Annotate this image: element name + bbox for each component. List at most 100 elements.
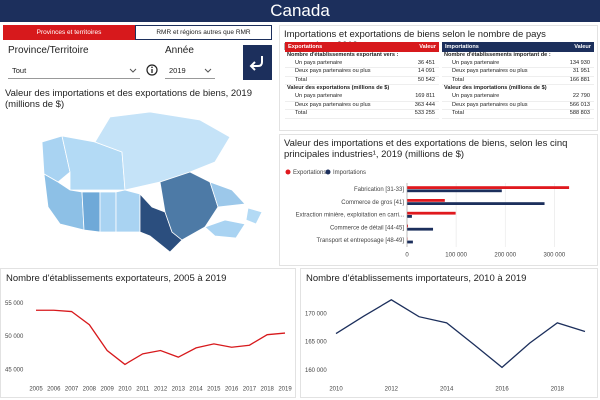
x-tick-label: 2009 xyxy=(100,387,114,393)
x-tick-label: 2016 xyxy=(495,387,509,393)
line xyxy=(36,309,286,366)
row-label: Un pays partenaire xyxy=(295,59,343,66)
x-tick-label: 2019 xyxy=(278,387,292,393)
bar xyxy=(407,211,456,215)
dropdown-value: 2019 xyxy=(169,66,186,75)
table-row: Deux pays partenaires ou plus 566 013 xyxy=(442,102,594,111)
dropdown[interactable]: 2019 xyxy=(165,64,215,79)
y-tick-label: Extraction minière, exploitation en carr… xyxy=(296,213,405,219)
x-tick-label: 2018 xyxy=(551,387,565,393)
row-label: Total xyxy=(452,110,464,117)
filter-label: Province/Territoire xyxy=(8,45,89,56)
section-heading: Nombre d'établissements exportant vers : xyxy=(287,52,399,58)
x-tick-label: 300 000 xyxy=(544,253,566,259)
row-value: 166 881 xyxy=(569,76,590,83)
table-header: Exportations Valeur xyxy=(285,42,439,52)
table-row: Total 50 542 xyxy=(285,77,439,86)
x-tick-label: 2018 xyxy=(261,387,275,393)
bar-chart: Exportations Importations 0 100 000 200 000 3… xyxy=(285,169,570,259)
map-region xyxy=(81,191,101,233)
x-tick-label: 2014 xyxy=(440,387,454,393)
table-row: Un pays partenaire 134 930 xyxy=(442,60,594,69)
map-region xyxy=(94,112,231,191)
y-tick-label: 160 000 xyxy=(305,368,327,374)
chevron xyxy=(129,68,137,73)
bar xyxy=(407,215,412,218)
x-tick-label: 2007 xyxy=(65,387,79,393)
map-region xyxy=(204,219,246,239)
table-row: Deux pays partenaires ou plus 14 091 xyxy=(285,68,439,77)
row-label: Total xyxy=(295,76,307,83)
row-label: Deux pays partenaires ou plus xyxy=(452,101,528,108)
section-heading: Valeur des importations (millions de $) xyxy=(444,85,547,92)
x-tick-label: 2012 xyxy=(154,387,168,393)
row-value: 566 013 xyxy=(569,101,590,108)
table-row: Total 166 881 xyxy=(442,77,594,86)
chart-title: Nombre d'établissements importateurs, 20… xyxy=(306,273,527,284)
line-chart: 45 000 50 000 55 000 2005 2006 2007 2008 2009 20… xyxy=(5,301,292,393)
map-region xyxy=(209,181,246,208)
y-tick-label: 55 000 xyxy=(5,301,24,307)
section-heading: Nombre d'établissements important de : xyxy=(444,52,551,58)
map-region xyxy=(245,207,263,225)
chart-title: Valeur des importations et des exportati… xyxy=(284,138,568,160)
bar xyxy=(407,240,413,244)
tab[interactable]: RMR et régions autres que RMR xyxy=(135,25,272,40)
x-tick-label: 2014 xyxy=(189,387,203,393)
row-label: Total xyxy=(295,110,307,117)
filter-label: Année xyxy=(165,45,194,56)
y-tick-label: 45 000 xyxy=(5,367,24,373)
row-value: 31 951 xyxy=(572,68,590,75)
dropdown[interactable]: Tout xyxy=(8,64,140,79)
x-tick-label: 2010 xyxy=(118,387,132,393)
bar xyxy=(407,202,545,205)
row-value: 14 091 xyxy=(417,68,435,75)
x-tick-label: 2017 xyxy=(243,387,257,393)
table: Exportations Valeur Nombre d'établissement… xyxy=(285,42,439,119)
x-tick-label: 2015 xyxy=(207,387,221,393)
chart-title: Nombre d'établissements exportateurs, 20… xyxy=(6,273,227,284)
chart-panel: Nombre d'établissements exportateurs, 20… xyxy=(0,268,296,398)
table-row: Un pays partenaire 22 790 xyxy=(442,93,594,102)
y-tick-label: Fabrication [31-33] xyxy=(354,187,404,193)
bar xyxy=(407,186,570,189)
row-label: Deux pays partenaires ou plus xyxy=(452,68,528,75)
map-region xyxy=(115,189,141,233)
chart-panel: Valeur des importations et des exportati… xyxy=(279,134,598,266)
chart-panel: Nombre d'établissements importateurs, 20… xyxy=(300,268,598,398)
legend-swatch xyxy=(325,169,331,175)
row-value: 533 255 xyxy=(414,110,435,117)
row-value: 50 542 xyxy=(417,76,435,83)
table-row: Total 533 255 xyxy=(285,110,439,119)
back-button[interactable] xyxy=(243,45,272,80)
table-row: Total 588 803 xyxy=(442,110,594,119)
x-tick-label: 0 xyxy=(405,253,409,259)
legend-swatch xyxy=(285,169,291,175)
dropdown-value: Tout xyxy=(12,66,27,75)
header-cell: Exportations xyxy=(288,44,323,50)
row-value: 363 444 xyxy=(414,101,435,108)
info-icon[interactable] xyxy=(146,64,158,76)
tab-active[interactable]: Provinces et territoires xyxy=(3,25,135,40)
map-region xyxy=(99,191,117,233)
table-row: Un pays partenaire 36 451 xyxy=(285,60,439,69)
table-row: Deux pays partenaires ou plus 31 951 xyxy=(442,68,594,77)
legend-label: Exportations xyxy=(293,170,326,176)
bar xyxy=(407,189,502,193)
back-icon xyxy=(249,56,263,71)
table-row: Deux pays partenaires ou plus 363 444 xyxy=(285,102,439,111)
map-region xyxy=(41,135,71,183)
row-value: 36 451 xyxy=(417,59,435,66)
x-tick-label: 2011 xyxy=(136,387,150,393)
y-tick-label: Commerce de gros [41] xyxy=(341,200,404,206)
row-label: Deux pays partenaires ou plus xyxy=(295,68,371,75)
map xyxy=(41,112,263,253)
header-title: Canada xyxy=(0,0,600,22)
legend-label: Importations xyxy=(333,170,366,176)
y-tick-label: 165 000 xyxy=(305,340,327,346)
row-value: 169 811 xyxy=(415,92,435,99)
row-value: 134 930 xyxy=(569,59,590,66)
x-tick-label: 2008 xyxy=(83,387,97,393)
row-label: Un pays partenaire xyxy=(452,92,500,99)
y-tick-label: 170 000 xyxy=(305,311,327,317)
